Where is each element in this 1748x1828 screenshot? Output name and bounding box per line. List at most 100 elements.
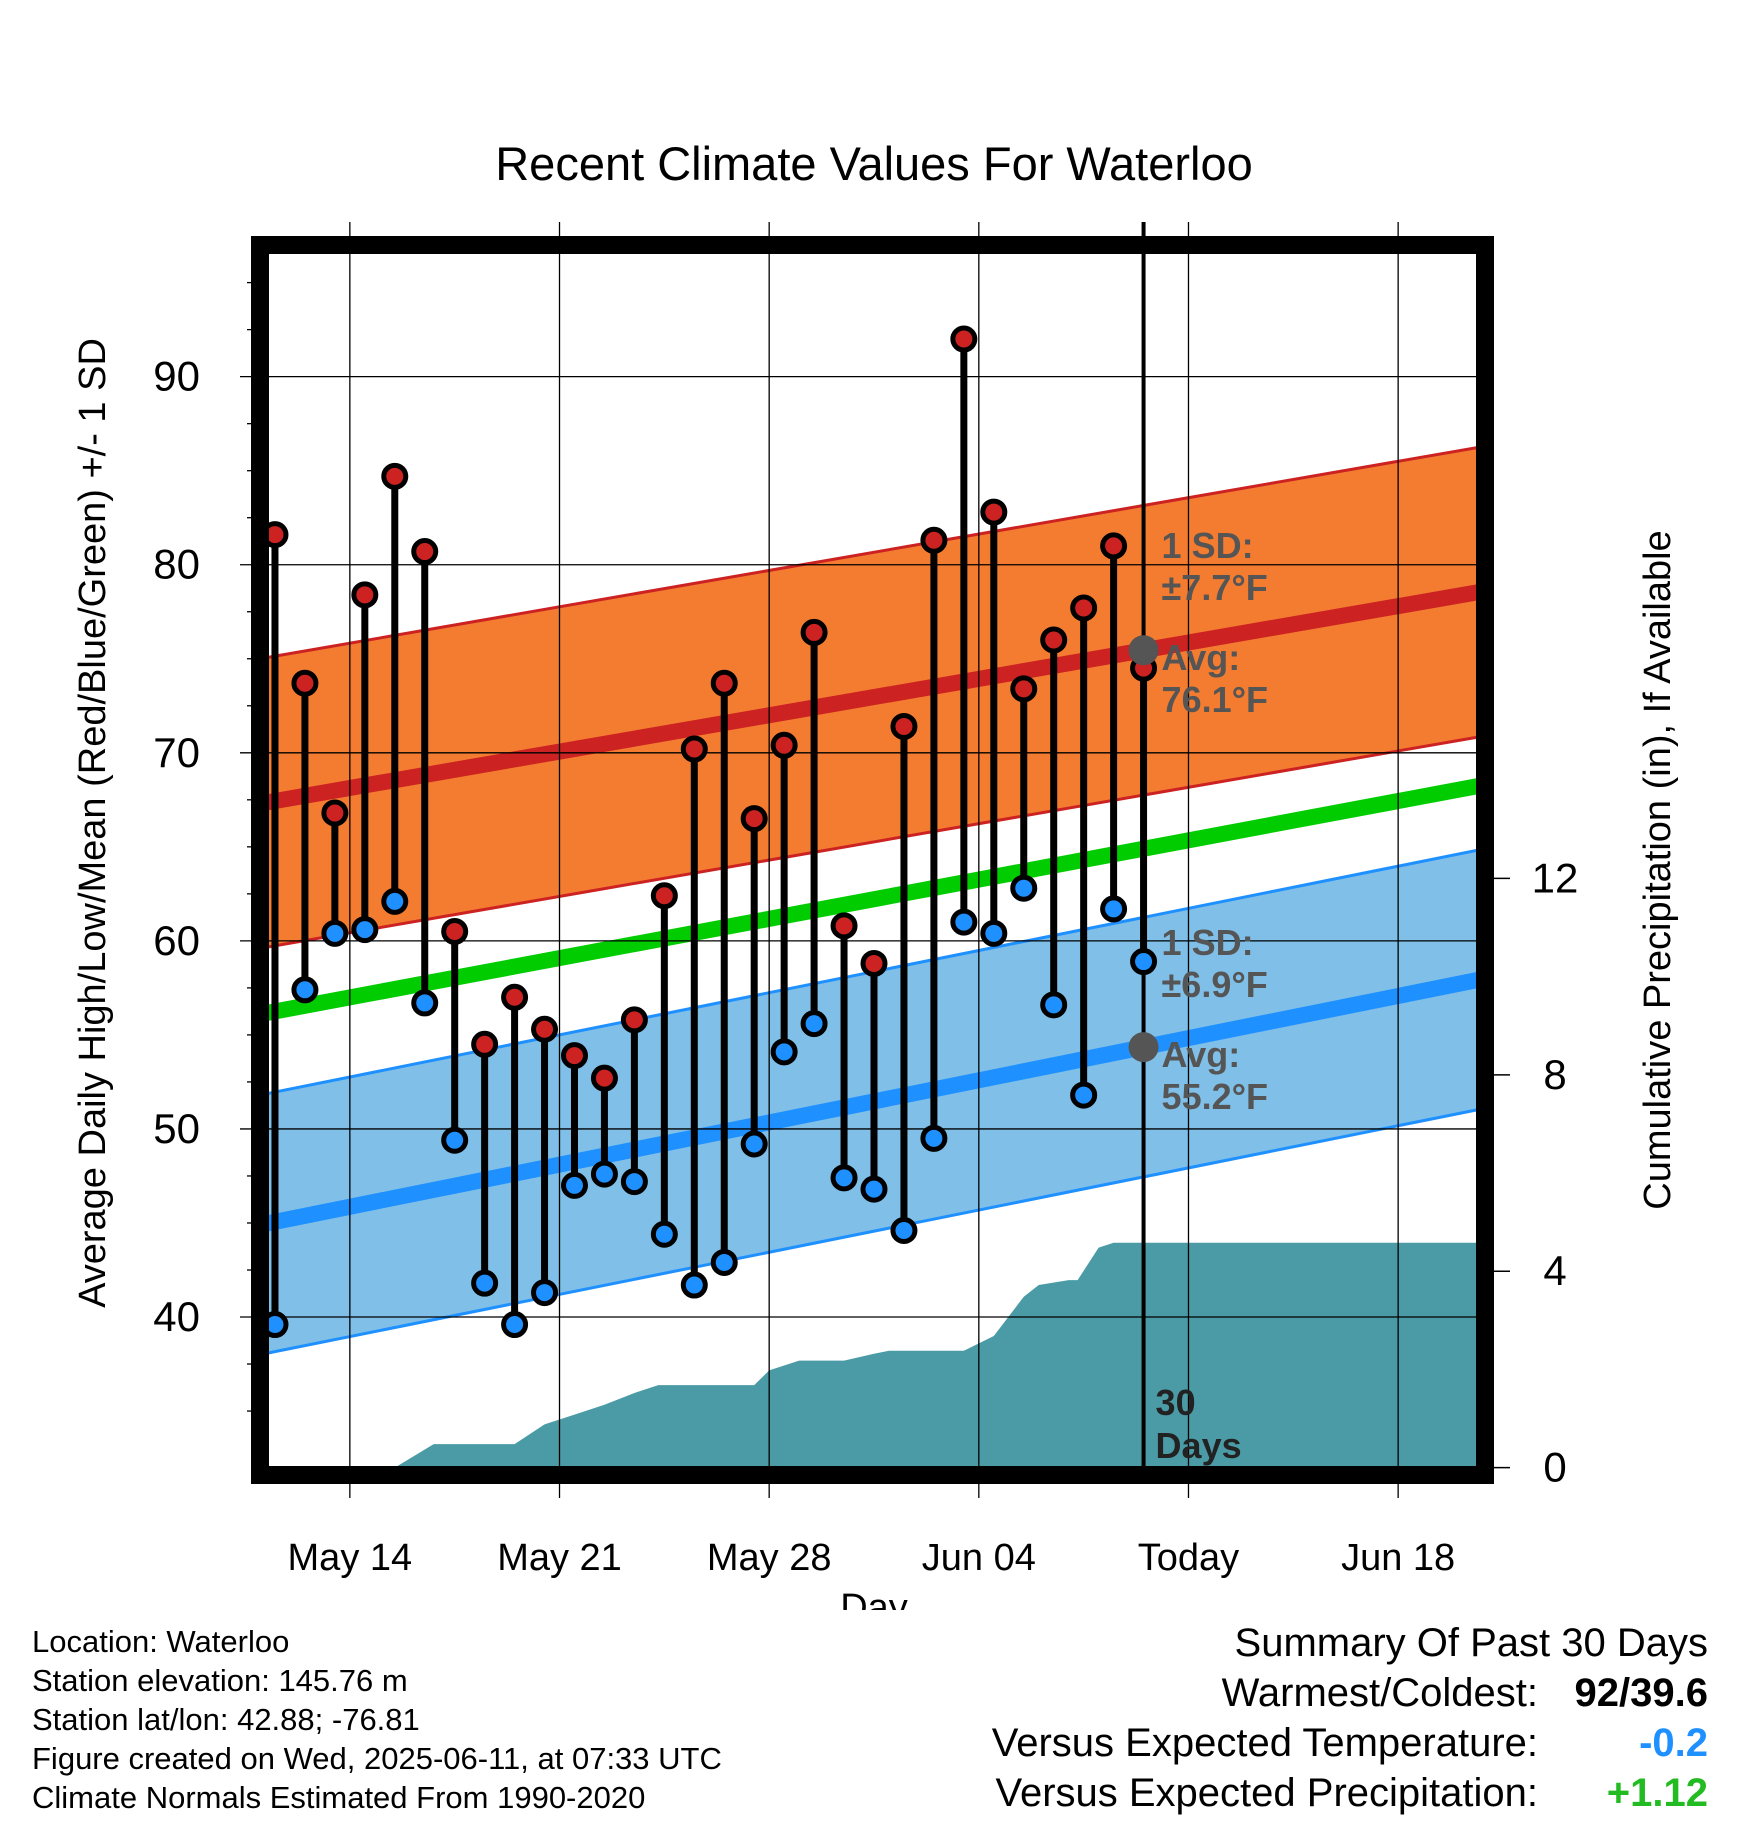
warmest-row: Warmest/Coldest: 92/39.6 — [992, 1668, 1708, 1718]
y-tick-label: 40 — [153, 1293, 200, 1340]
daily-high-point — [830, 912, 858, 940]
daily-low-point — [590, 1160, 618, 1188]
daily-low-point — [1070, 1081, 1098, 1109]
high-sd-upper-line — [259, 444, 1486, 661]
y-axis-label: Average Daily High/Low/Mean (Red/Blue/Gr… — [72, 338, 114, 1308]
daily-high-point — [710, 669, 738, 697]
daily-low-point — [770, 1038, 798, 1066]
today-high-avg-marker — [1128, 635, 1159, 666]
precip-area — [260, 1242, 1485, 1468]
y2-tick-label: 12 — [1532, 854, 1579, 901]
daily-low-point — [1010, 874, 1038, 902]
warmest-value: 92/39.6 — [1574, 1671, 1708, 1715]
daily-low-point — [920, 1124, 948, 1152]
daily-low-point — [321, 919, 349, 947]
y-tick-label: 80 — [153, 541, 200, 588]
daily-low-point — [860, 1175, 888, 1203]
daily-low-point — [1130, 948, 1158, 976]
daily-low-point — [620, 1168, 648, 1196]
daily-high-point — [860, 949, 888, 977]
daily-high-point — [501, 983, 529, 1011]
y2-tick-label: 4 — [1543, 1247, 1566, 1294]
daily-high-point — [560, 1042, 588, 1070]
climate-chart: Recent Climate Values For Waterloo Avera… — [72, 137, 1679, 1610]
daily-high-point — [590, 1064, 618, 1092]
daily-low-point — [710, 1248, 738, 1276]
daily-low-point — [411, 989, 439, 1017]
precip-label: Versus Expected Precipitation: — [995, 1771, 1538, 1815]
warmest-label: Warmest/Coldest: — [1221, 1671, 1538, 1715]
daily-high-point — [1040, 626, 1068, 654]
daily-high-point — [531, 1015, 559, 1043]
station-info: Location: Waterloo Station elevation: 14… — [32, 1622, 722, 1817]
daily-low-point — [351, 916, 379, 944]
precip-value: +1.12 — [1606, 1771, 1708, 1815]
daily-low-point — [680, 1271, 708, 1299]
daily-high-point — [381, 462, 409, 490]
temp-value: -0.2 — [1639, 1721, 1708, 1765]
daily-high-point — [1070, 594, 1098, 622]
daily-high-point — [650, 882, 678, 910]
daily-high-point — [950, 325, 978, 353]
daily-high-point — [351, 581, 379, 609]
daily-low-point — [800, 1010, 828, 1038]
low-sd-lower-line — [259, 1106, 1486, 1357]
y-tick-label: 50 — [153, 1105, 200, 1152]
low-avg-label: Avg: — [1162, 1034, 1241, 1075]
daily-low-point — [980, 919, 1008, 947]
x-tick-label: Jun 04 — [922, 1537, 1036, 1579]
daily-low-point — [501, 1311, 529, 1339]
daily-high-point — [680, 735, 708, 763]
daily-high-point — [291, 669, 319, 697]
y-tick-label: 70 — [153, 729, 200, 776]
y-tick-label: 90 — [153, 353, 200, 400]
x-tick-label: May 14 — [288, 1537, 413, 1579]
period-unit: Days — [1156, 1425, 1242, 1466]
daily-high-point — [980, 498, 1008, 526]
x-axis-label: Day — [840, 1587, 908, 1610]
latlon-text: Station lat/lon: 42.88; -76.81 — [32, 1702, 420, 1737]
daily-high-point — [411, 538, 439, 566]
daily-low-point — [950, 908, 978, 936]
summary-panel: Summary Of Past 30 Days Warmest/Coldest:… — [992, 1618, 1708, 1818]
chart-title: Recent Climate Values For Waterloo — [495, 137, 1253, 190]
high-sd-lower-line — [259, 734, 1486, 950]
plot-frame — [251, 236, 1494, 1484]
daily-low-point — [1100, 895, 1128, 923]
daily-high-point — [740, 805, 768, 833]
created-text: Figure created on Wed, 2025-06-11, at 07… — [32, 1741, 722, 1776]
summary-title: Summary Of Past 30 Days — [1234, 1621, 1708, 1665]
daily-low-point — [830, 1164, 858, 1192]
daily-high-point — [321, 799, 349, 827]
high-sd-label: 1 SD: — [1162, 525, 1254, 566]
y2-tick-label: 8 — [1543, 1051, 1566, 1098]
normals-text: Climate Normals Estimated From 1990-2020 — [32, 1780, 646, 1815]
plot-area: May 14 May 21 May 28 Jun 04 Today Jun 1840506… — [153, 222, 1578, 1579]
x-tick-label: May 21 — [497, 1537, 622, 1579]
daily-low-point — [381, 887, 409, 915]
period-number: 30 — [1156, 1382, 1196, 1423]
daily-low-point — [471, 1269, 499, 1297]
daily-high-point — [770, 731, 798, 759]
daily-low-point — [560, 1171, 588, 1199]
low-sd-label: 1 SD: — [1162, 922, 1254, 963]
high-sd-value: ±7.7°F — [1162, 567, 1268, 608]
daily-high-point — [1100, 532, 1128, 560]
daily-high-point — [471, 1030, 499, 1058]
daily-low-point — [890, 1217, 918, 1245]
elevation-text: Station elevation: 145.76 m — [32, 1663, 408, 1698]
daily-low-point — [740, 1130, 768, 1158]
daily-high-point — [441, 917, 469, 945]
daily-high-point — [920, 526, 948, 554]
mean-avg-line — [258, 776, 1487, 1023]
high-avg-label: Avg: — [1162, 637, 1241, 678]
daily-low-point — [650, 1220, 678, 1248]
daily-low-point — [1040, 991, 1068, 1019]
precip-row: Versus Expected Precipitation: +1.12 — [992, 1768, 1708, 1818]
low-sd-value: ±6.9°F — [1162, 964, 1268, 1005]
y2-tick-label: 0 — [1543, 1444, 1566, 1491]
daily-low-point — [531, 1279, 559, 1307]
temp-label: Versus Expected Temperature: — [991, 1721, 1538, 1765]
daily-high-point — [1010, 675, 1038, 703]
daily-low-point — [441, 1126, 469, 1154]
